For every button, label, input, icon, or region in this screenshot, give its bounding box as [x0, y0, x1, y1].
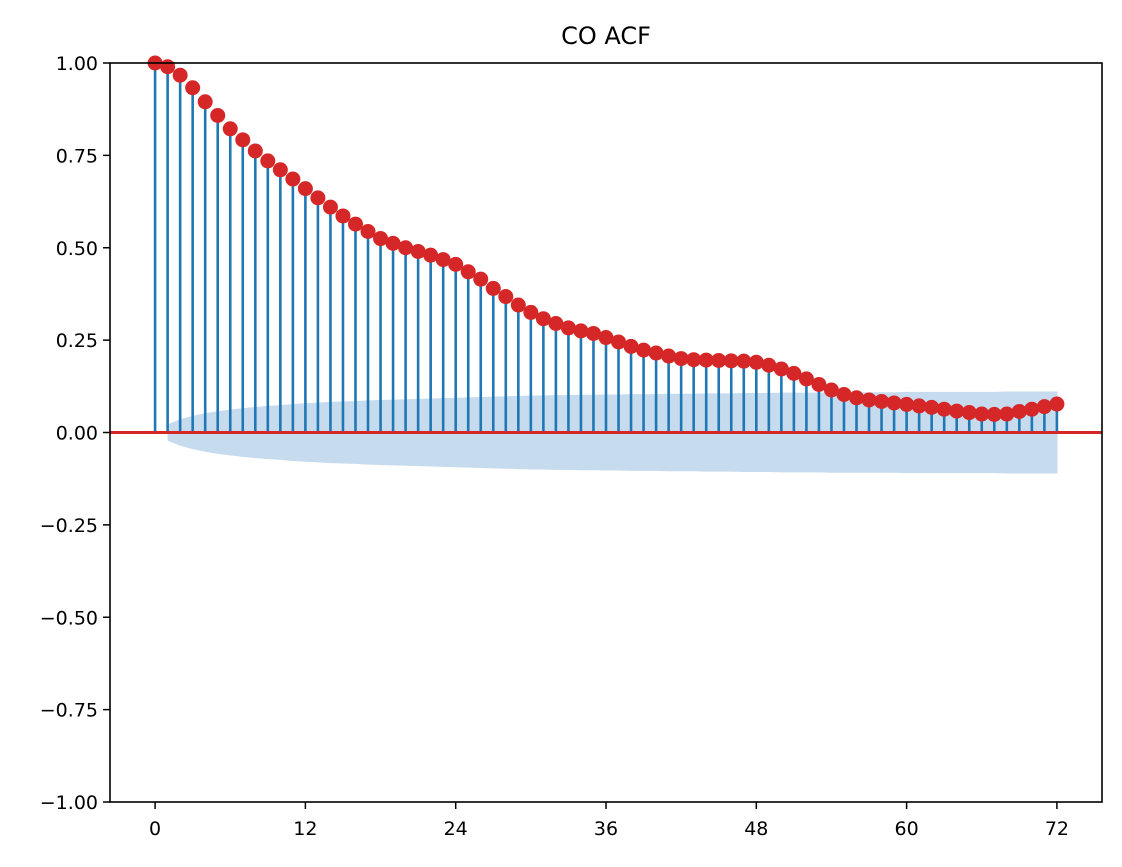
y-tick-label: 0.25	[56, 330, 98, 352]
marker-lag-29	[510, 297, 526, 313]
marker-lag-35	[585, 325, 601, 341]
marker-lag-10	[272, 162, 288, 178]
marker-lag-57	[861, 392, 877, 408]
axis-layer: −1.00 −0.75 −0.50 −0.25 0.00 0.25 0.50 0.75 1.00…	[40, 53, 1103, 840]
x-tick-label: 36	[594, 818, 618, 840]
marker-lag-72	[1049, 396, 1065, 412]
marker-lag-18	[373, 231, 389, 247]
marker-lag-59	[886, 395, 902, 411]
marker-lag-50	[773, 361, 789, 377]
marker-lag-51	[786, 365, 802, 381]
marker-lag-39	[636, 342, 652, 358]
marker-lag-67	[986, 406, 1002, 422]
marker-lag-33	[560, 320, 576, 336]
marker-lag-20	[398, 240, 414, 256]
marker-lag-36	[598, 330, 614, 346]
marker-lag-5	[210, 107, 226, 123]
marker-lag-34	[573, 323, 589, 339]
marker-lag-17	[360, 223, 376, 239]
marker-lag-70	[1024, 401, 1040, 417]
marker-lag-47	[736, 353, 752, 369]
marker-lag-69	[1011, 403, 1027, 419]
marker-lag-8	[247, 143, 263, 159]
marker-lag-53	[811, 376, 827, 392]
marker-lag-11	[285, 171, 301, 187]
marker-lag-31	[535, 311, 551, 327]
marker-lag-60	[899, 396, 915, 412]
x-tick-label: 48	[744, 818, 768, 840]
marker-lag-68	[999, 406, 1015, 422]
marker-lag-21	[410, 243, 426, 259]
marker-lag-71	[1036, 399, 1052, 415]
marker-lag-22	[423, 247, 439, 263]
marker-lag-61	[911, 398, 927, 414]
y-tick-label: −0.25	[40, 515, 98, 537]
marker-lag-9	[260, 153, 276, 169]
marker-lag-37	[611, 334, 627, 350]
marker-lag-12	[297, 181, 313, 197]
marker-lag-23	[435, 252, 451, 268]
marker-lag-32	[548, 315, 564, 331]
marker-lag-45	[711, 352, 727, 368]
x-tick-label: 60	[895, 818, 919, 840]
marker-lag-65	[961, 405, 977, 421]
y-tick-label: −1.00	[40, 792, 98, 814]
marker-lag-55	[836, 386, 852, 402]
marker-lag-25	[460, 264, 476, 280]
marker-lag-28	[498, 289, 514, 305]
marker-lag-15	[335, 208, 351, 224]
marker-lag-40	[648, 345, 664, 361]
marker-lag-44	[698, 352, 714, 368]
marker-lag-1	[160, 59, 176, 75]
marker-lag-43	[686, 352, 702, 368]
marker-lag-19	[385, 235, 401, 251]
marker-lag-66	[974, 406, 990, 422]
y-tick-label: −0.75	[40, 700, 98, 722]
marker-lag-58	[874, 393, 890, 409]
marker-lag-38	[623, 338, 639, 354]
marker-lag-30	[523, 304, 539, 320]
marker-lag-27	[485, 280, 501, 296]
y-tick-label: 0.50	[56, 238, 98, 260]
marker-lag-2	[172, 67, 188, 83]
marker-lag-54	[823, 382, 839, 398]
marker-lag-4	[197, 94, 213, 110]
x-tick-label: 72	[1045, 818, 1069, 840]
marker-lag-24	[448, 256, 464, 272]
marker-lag-13	[310, 190, 326, 206]
chart-title: CO ACF	[561, 22, 651, 50]
marker-lag-56	[849, 390, 865, 406]
marker-lag-49	[761, 357, 777, 373]
y-tick-label: 0.75	[56, 145, 98, 167]
marker-lag-16	[347, 216, 363, 232]
marker-lag-7	[235, 132, 251, 148]
marker-layer	[147, 55, 1065, 422]
marker-lag-6	[222, 121, 238, 137]
marker-lag-63	[936, 401, 952, 417]
stem-layer	[153, 63, 1059, 433]
marker-lag-62	[924, 399, 940, 415]
marker-lag-26	[473, 271, 489, 287]
marker-lag-41	[661, 348, 677, 364]
marker-lag-52	[798, 371, 814, 387]
marker-lag-46	[723, 353, 739, 369]
y-tick-label: −0.50	[40, 607, 98, 629]
y-tick-label: 1.00	[56, 53, 98, 75]
marker-lag-14	[322, 199, 338, 215]
y-tick-label: 0.00	[56, 423, 98, 445]
x-tick-label: 12	[293, 818, 317, 840]
marker-lag-3	[185, 80, 201, 96]
marker-lag-48	[748, 354, 764, 370]
x-tick-label: 0	[149, 818, 161, 840]
marker-lag-42	[673, 351, 689, 367]
x-tick-label: 24	[444, 818, 468, 840]
marker-lag-64	[949, 403, 965, 419]
